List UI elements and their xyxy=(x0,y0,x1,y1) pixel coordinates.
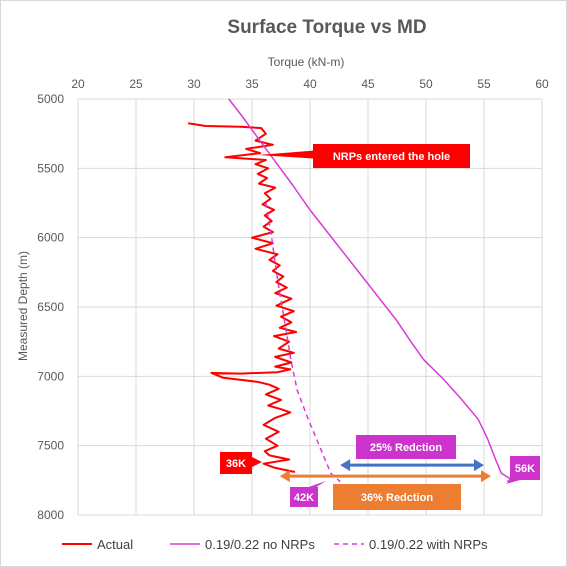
legend-label-1: Actual xyxy=(97,537,133,552)
callout-36k-pointer xyxy=(252,457,262,467)
x-tick-label: 30 xyxy=(187,77,201,91)
x-tick-label: 35 xyxy=(245,77,259,91)
series-line-3 xyxy=(265,202,341,483)
x-tick-label: 60 xyxy=(535,77,549,91)
callout-nrps-entered-pointer xyxy=(258,150,321,159)
callout-36-reduction-text: 36% Redction xyxy=(361,492,433,504)
callout-42k-box xyxy=(290,487,318,507)
reduction-arrow-head-right-1 xyxy=(474,459,484,472)
reduction-arrow-head-left-1 xyxy=(340,459,351,472)
x-tick-label: 20 xyxy=(71,77,85,91)
callout-25-reduction-box xyxy=(356,435,456,459)
callout-layer: NRPs entered the hole 36K 42K 56K 25% Redcti… xyxy=(220,144,540,510)
chart-title: Surface Torque vs MD xyxy=(227,17,426,38)
y-tick-label: 8000 xyxy=(37,508,64,522)
callout-56k-box xyxy=(510,456,540,480)
tick-label-layer: 20 25 30 35 40 45 50 55 60 5000 5500 6000 6500 7000 75… xyxy=(37,77,549,522)
y-tick-label: 7500 xyxy=(37,439,64,453)
reduction-arrow-head-right-2 xyxy=(480,470,491,483)
series-line-1 xyxy=(188,122,298,473)
y-tick-label: 7000 xyxy=(37,369,64,383)
callout-42k-text: 42K xyxy=(294,492,314,504)
series-layer xyxy=(188,98,512,483)
legend: Actual 0.19/0.22 no NRPs 0.19/0.22 with NR… xyxy=(62,537,488,552)
x-tick-label: 50 xyxy=(419,77,433,91)
legend-label-3: 0.19/0.22 with NRPs xyxy=(369,537,488,552)
callout-56k-text: 56K xyxy=(515,463,535,475)
legend-label-2: 0.19/0.22 no NRPs xyxy=(205,537,315,552)
y-axis-label: Measured Depth (m) xyxy=(16,251,30,361)
y-tick-label: 6000 xyxy=(37,231,64,245)
arrow-layer xyxy=(279,459,491,483)
y-tick-label: 5000 xyxy=(37,92,64,106)
callout-36k-text: 36K xyxy=(226,458,246,470)
callout-36-reduction-box xyxy=(333,484,461,510)
callout-nrps-entered-box xyxy=(313,144,470,168)
reduction-arrow-head-left-2 xyxy=(279,470,290,483)
y-tick-label: 6500 xyxy=(37,300,64,314)
x-tick-label: 45 xyxy=(361,77,375,91)
x-tick-label: 55 xyxy=(477,77,491,91)
x-axis-label: Torque (kN-m) xyxy=(268,55,345,69)
series-line-2 xyxy=(228,98,512,483)
y-tick-label: 5500 xyxy=(37,161,64,175)
callout-25-reduction-text: 25% Redction xyxy=(370,442,442,454)
x-tick-label: 25 xyxy=(129,77,143,91)
callout-36k-box xyxy=(220,452,252,474)
callout-nrps-entered-text: NRPs entered the hole xyxy=(333,151,450,163)
x-tick-label: 40 xyxy=(303,77,317,91)
